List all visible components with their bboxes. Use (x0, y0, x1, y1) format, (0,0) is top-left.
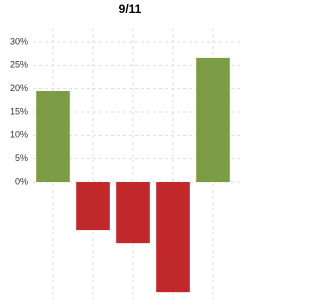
y-tick-label: 20% (10, 83, 28, 93)
bar (36, 91, 70, 183)
y-tick-label: 25% (10, 60, 28, 70)
bar (116, 182, 150, 244)
chart: 9/11 0% 5% 10% 15% 20% 25% 30% (10, 2, 240, 300)
bar (76, 182, 110, 231)
y-tick-label: 10% (10, 130, 28, 140)
y-tick-label: 30% (10, 36, 28, 46)
y-tick-label: 5% (15, 153, 28, 163)
bar (196, 57, 230, 183)
bar (156, 182, 190, 293)
y-tick-label: 15% (10, 106, 28, 116)
y-tick-label: 0% (15, 176, 28, 186)
chart-title: 9/11 (119, 2, 142, 16)
